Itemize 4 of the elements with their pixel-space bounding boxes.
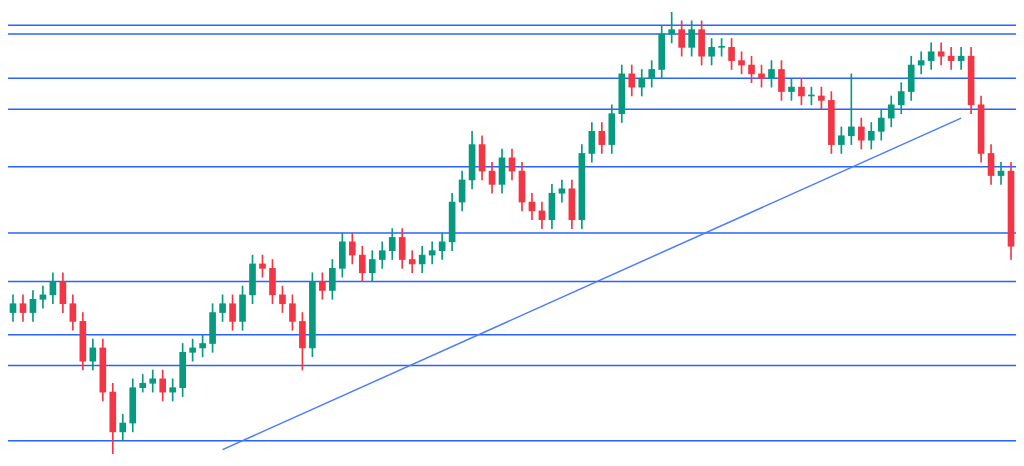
candlestick	[668, 12, 676, 44]
candlestick	[848, 73, 855, 145]
candlestick	[408, 250, 416, 274]
candlestick	[917, 51, 925, 75]
